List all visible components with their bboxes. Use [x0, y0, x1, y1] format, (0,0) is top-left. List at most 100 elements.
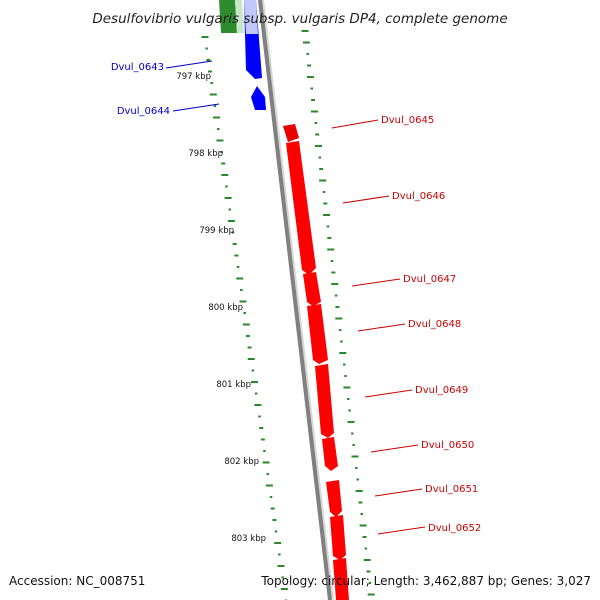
gc-inner-tick [227, 220, 235, 222]
gc-inner-tick [260, 438, 265, 441]
gc-inner-tick [258, 415, 261, 418]
gene-arrow-dvul-0648 [307, 304, 328, 364]
gc-inner-tick [228, 208, 231, 211]
position-label-798kbp: 798 kbp [188, 149, 223, 159]
gene-label-dvul-0644[interactable]: Dvul_0644 [117, 106, 170, 117]
gc-inner-tick [213, 105, 217, 107]
gc-inner-tick [263, 450, 266, 452]
gc-content-tracks [201, 30, 375, 600]
gene-arrow-dvul-0646 [286, 141, 316, 275]
gc-outer-tick [364, 547, 368, 550]
gene-arrow-dvul-0651 [326, 480, 342, 517]
gc-outer-tick [340, 340, 343, 343]
position-label-799kbp: 799 kbp [199, 226, 234, 236]
gene-label-dvul-0645[interactable]: Dvul_0645 [381, 115, 434, 126]
gc-inner-tick [274, 530, 278, 533]
gc-outer-tick [327, 237, 332, 239]
gc-outer-tick [306, 76, 314, 78]
gc-outer-tick [338, 329, 342, 331]
gc-inner-tick [209, 93, 217, 96]
gc-inner-tick [210, 82, 213, 84]
gc-inner-tick [262, 461, 270, 464]
gc-outer-tick [326, 225, 330, 228]
gene-arrow-dvul-0652 [330, 515, 346, 560]
leader-dvul-0648 [357, 323, 406, 332]
gc-outer-tick [351, 432, 354, 435]
gc-outer-tick [314, 122, 318, 124]
gene-arrow-dvul-0647 [303, 272, 321, 306]
forward-strand-genes [283, 124, 349, 600]
gc-inner-tick [266, 473, 269, 475]
gc-outer-tick [335, 306, 340, 308]
gc-outer-tick [334, 294, 338, 297]
gc-inner-tick [236, 277, 244, 280]
leader-dvul-0647 [351, 278, 401, 287]
gc-inner-tick [251, 369, 255, 372]
gc-outer-tick [363, 559, 371, 561]
gene-label-dvul-0646[interactable]: Dvul_0646 [392, 191, 445, 202]
gc-outer-tick [311, 110, 318, 113]
gc-outer-tick [310, 87, 313, 90]
gc-inner-tick [247, 358, 255, 360]
gc-outer-tick [339, 352, 347, 354]
gc-inner-tick [254, 392, 258, 395]
gc-outer-tick [323, 214, 331, 216]
gene-label-dvul-0650[interactable]: Dvul_0650 [421, 440, 474, 451]
gc-inner-tick [239, 300, 247, 303]
gc-outer-tick [319, 168, 324, 170]
gc-outer-tick [356, 478, 359, 481]
gc-outer-tick [347, 421, 355, 423]
gc-outer-tick [306, 53, 309, 55]
gc-inner-tick [242, 323, 250, 326]
gene-label-dvul-0648[interactable]: Dvul_0648 [408, 319, 461, 330]
accession-label: Accession: NC_008751 [9, 574, 146, 588]
gc-outer-tick [355, 490, 363, 492]
gc-inner-tick [224, 197, 232, 199]
gc-inner-tick [251, 381, 258, 383]
feature-segment-green-light [235, 0, 244, 33]
leader-dvul-0644 [172, 103, 220, 112]
gc-outer-tick [335, 317, 343, 320]
gc-inner-tick [243, 312, 246, 314]
gene-label-dvul-0643[interactable]: Dvul_0643 [111, 62, 164, 73]
map-title: Desulfovibrio vulgaris subsp. vulgaris D… [92, 11, 507, 27]
gc-inner-tick [270, 507, 275, 510]
gc-inner-tick [265, 484, 273, 487]
outer-feature-track [219, 0, 244, 33]
gene-label-dvul-0649[interactable]: Dvul_0649 [415, 385, 468, 396]
gc-inner-tick [245, 335, 250, 337]
gc-inner-tick [280, 588, 288, 590]
gene-label-dvul-0652[interactable]: Dvul_0652 [428, 523, 481, 534]
gc-inner-tick [236, 266, 240, 268]
gene-label-leaders [165, 60, 426, 535]
gc-outer-tick [331, 271, 336, 274]
gc-inner-tick [240, 289, 243, 291]
gc-inner-tick [254, 404, 262, 406]
position-label-800kbp: 800 kbp [208, 303, 243, 313]
gc-inner-tick [232, 243, 237, 245]
reverse-strand-genes [239, 0, 266, 110]
gc-inner-tick [217, 128, 220, 130]
gene-label-dvul-0647[interactable]: Dvul_0647 [403, 274, 456, 285]
leader-dvul-0646 [342, 195, 390, 204]
position-ruler: 797 kbp 798 kbp 799 kbp 800 kbp 801 kbp … [176, 72, 266, 544]
gc-inner-tick [206, 59, 211, 61]
gc-outer-tick [327, 248, 335, 251]
gc-outer-tick [311, 99, 316, 101]
gene-arrow-dvul-0644 [251, 86, 266, 110]
gc-outer-tick [302, 41, 310, 44]
gc-outer-tick [351, 455, 359, 458]
gc-inner-tick [208, 70, 212, 73]
gc-inner-tick [221, 162, 226, 165]
gc-inner-tick [272, 519, 277, 521]
gc-inner-tick [225, 185, 228, 188]
gene-label-dvul-0651[interactable]: Dvul_0651 [425, 484, 478, 495]
gene-labels: Dvul_0643 Dvul_0644 Dvul_0645 Dvul_0646 … [111, 62, 481, 534]
gc-outer-tick [360, 513, 363, 515]
gc-inner-tick [247, 346, 252, 349]
gene-arrow-dvul-0650 [322, 437, 338, 471]
leader-dvul-0643 [165, 60, 213, 69]
gc-outer-tick [348, 409, 351, 412]
position-label-803kbp: 803 kbp [231, 534, 266, 544]
